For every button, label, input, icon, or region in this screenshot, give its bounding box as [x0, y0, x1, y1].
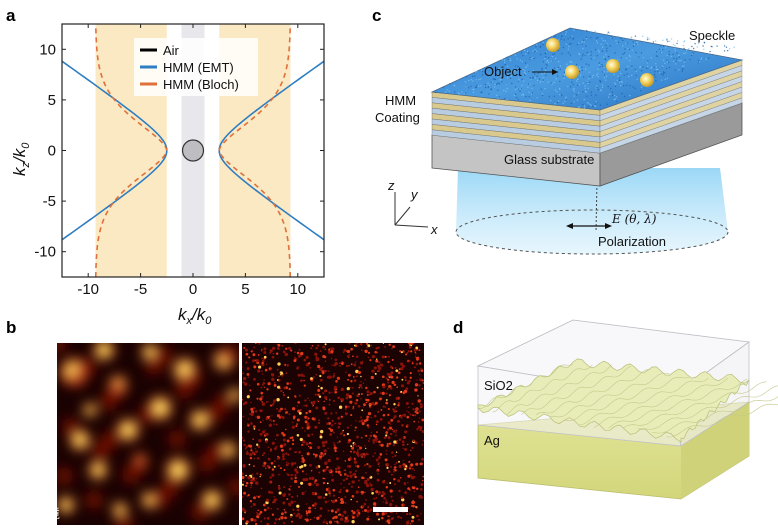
axis-z-label: z	[387, 178, 395, 193]
object-arrowhead	[552, 69, 558, 75]
speckle-surface	[430, 27, 744, 111]
speckle-label: Speckle	[689, 28, 735, 43]
object-bead	[546, 38, 560, 52]
x-tick-label: 5	[241, 281, 249, 298]
field-label: E (θ, λ)	[611, 212, 657, 226]
object-label: Object	[484, 64, 522, 79]
y-tick-label: 10	[39, 41, 56, 58]
panel-c-letter: c	[372, 6, 381, 25]
hmm-coating-layers	[431, 59, 743, 154]
y-axis-label: kz/k0	[10, 142, 32, 176]
y-tick-label: -10	[34, 244, 56, 261]
legend-entry: HMM (EMT)	[163, 60, 234, 75]
axis-x-label: x	[430, 222, 438, 237]
x-axis-label: kx/k0	[178, 305, 212, 327]
y-tick-label: 5	[48, 92, 56, 109]
glass-label: Glass substrate	[504, 152, 594, 167]
object-bead	[606, 59, 620, 73]
panel-d-letter: d	[453, 318, 463, 337]
y-tick-label: -5	[43, 193, 56, 210]
hmm-device-illustration: Speckle Object HMM Coating Glass substra…	[375, 27, 744, 255]
ag-block-side	[681, 402, 749, 499]
legend: Air HMM (EMT) HMM (Bloch)	[134, 38, 258, 96]
axis-y-label: y	[410, 187, 419, 202]
panel-b-letter: b	[6, 318, 16, 337]
illumination-beam	[456, 168, 728, 255]
x-tick-label: 10	[289, 281, 306, 298]
ag-sio2-illustration: SiO2 Ag	[476, 319, 778, 500]
speckle-image-smooth	[57, 343, 239, 525]
x-tick-label: 0	[189, 281, 197, 298]
beam-axis	[595, 179, 598, 233]
object-bead	[640, 73, 654, 87]
scale-bar	[373, 507, 408, 512]
hmm-label-line1: HMM	[385, 93, 416, 108]
x-tick-label: -5	[134, 281, 147, 298]
air-circle	[181, 139, 205, 162]
coordinate-axes	[394, 192, 429, 228]
legend-entry: HMM (Bloch)	[163, 77, 239, 92]
rough-interface	[477, 358, 750, 443]
object-bead	[565, 65, 579, 79]
sio2-label: SiO2	[484, 378, 513, 393]
speckle-image-fine	[242, 343, 424, 525]
ag-label: Ag	[484, 433, 500, 448]
x-tick-label: -10	[77, 281, 99, 298]
legend-entry: Air	[163, 43, 180, 58]
bloch-curve	[218, 24, 292, 277]
dispersion-chart: -10 -5 0 5 10 -10 -5 0 5 10 Air HMM (EMT) HMM (Bloc…	[10, 23, 325, 327]
hmm-label-line2: Coating	[375, 110, 420, 125]
watermark-text: 大数跨境	[8, 507, 60, 522]
panel-a-letter: a	[6, 6, 16, 25]
polarization-label: Polarization	[598, 234, 666, 249]
bloch-curve	[94, 24, 168, 277]
y-tick-label: 0	[48, 143, 56, 160]
beam-footprint	[455, 209, 729, 255]
